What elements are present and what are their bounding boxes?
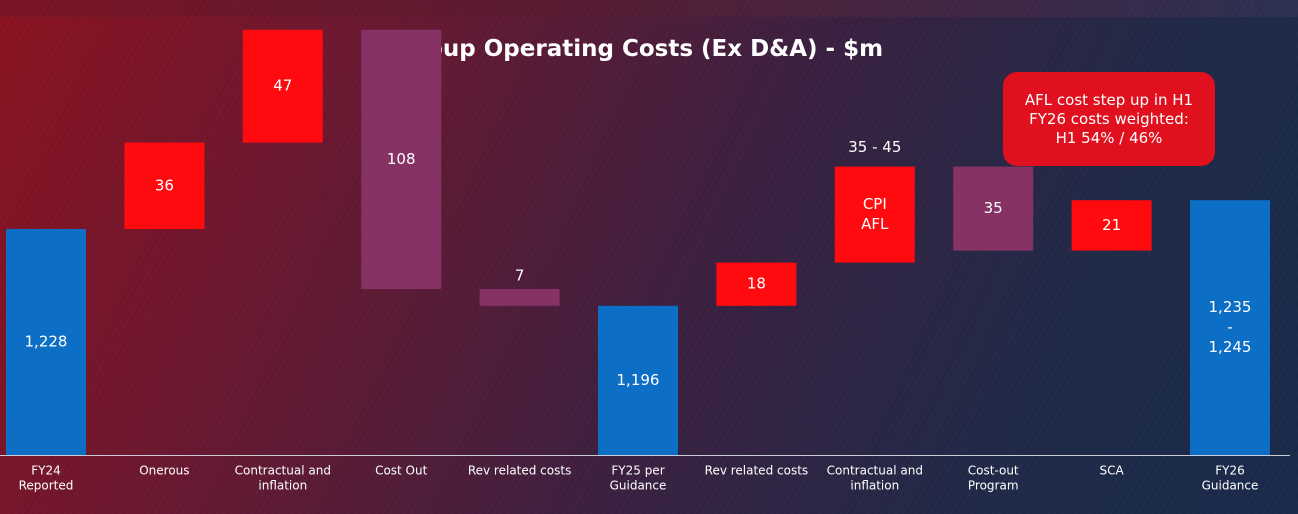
data-label: 35 [984,199,1003,217]
bar-increase [834,166,915,263]
bar-total [6,229,86,455]
data-label: 47 [273,77,292,95]
data-label: CPI [863,195,887,213]
category-label: FY26 [1215,464,1245,478]
bar-increase [1071,200,1152,251]
data-label: 108 [387,150,416,168]
bar-decrease [953,166,1034,251]
category-label: Cost Out [375,464,428,478]
category-label: Guidance [610,479,667,493]
bar-decrease [361,29,442,290]
top-band [0,0,1298,17]
category-label: SCA [1099,464,1124,478]
category-label: inflation [850,479,899,493]
bar-decrease [479,289,560,306]
data-label: 1,228 [25,333,68,351]
category-label: Program [968,479,1019,493]
data-label: 1,235 [1209,298,1252,316]
data-label: 1,196 [617,371,660,389]
data-label: 7 [515,267,525,285]
range-label: 35 - 45 [848,138,901,156]
afl-callout: AFL cost step up in H1 FY26 costs weight… [1003,72,1215,166]
callout-line: AFL cost step up in H1 [1024,91,1194,109]
category-label: Onerous [139,464,189,478]
category-label: Contractual and [827,464,923,478]
bar-increase [242,29,323,143]
category-label: FY24 [31,464,61,478]
category-label: FY25 per [611,464,664,478]
category-label: Rev related costs [705,464,809,478]
bar-total [598,305,678,455]
category-label: Cost-out [968,464,1019,478]
category-label: Rev related costs [468,464,572,478]
category-label: Reported [19,479,74,493]
data-label: 36 [155,176,174,194]
category-label: inflation [258,479,307,493]
chart-title: Group Operating Costs (Ex D&A) - $m [396,36,884,62]
callout-line: H1 54% / 46% [1055,129,1163,147]
data-label: - [1227,318,1232,336]
data-label: 18 [747,275,766,293]
callout-line: FY26 costs weighted: [1029,110,1189,128]
data-label: 21 [1102,216,1121,234]
data-label: AFL [861,215,889,233]
bar-increase [716,262,797,306]
data-label: 1,245 [1209,338,1252,356]
bar-total [1190,200,1270,455]
bar-increase [124,142,205,229]
category-label: Contractual and [235,464,331,478]
category-label: Guidance [1202,479,1259,493]
